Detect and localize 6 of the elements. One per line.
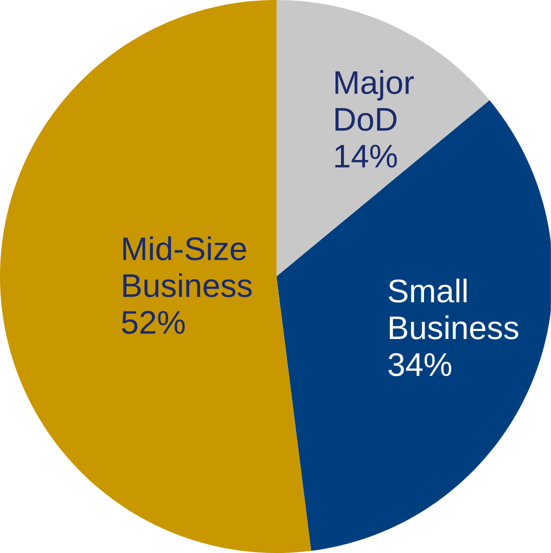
slice-label: Small Business xyxy=(388,278,518,340)
slice-label: Mid-Size Business xyxy=(123,236,252,298)
data-label: 14% xyxy=(335,144,397,168)
data-label: 52% xyxy=(122,310,185,334)
slice-label: Major DoD xyxy=(336,70,414,131)
data-label: 34% xyxy=(388,353,452,376)
